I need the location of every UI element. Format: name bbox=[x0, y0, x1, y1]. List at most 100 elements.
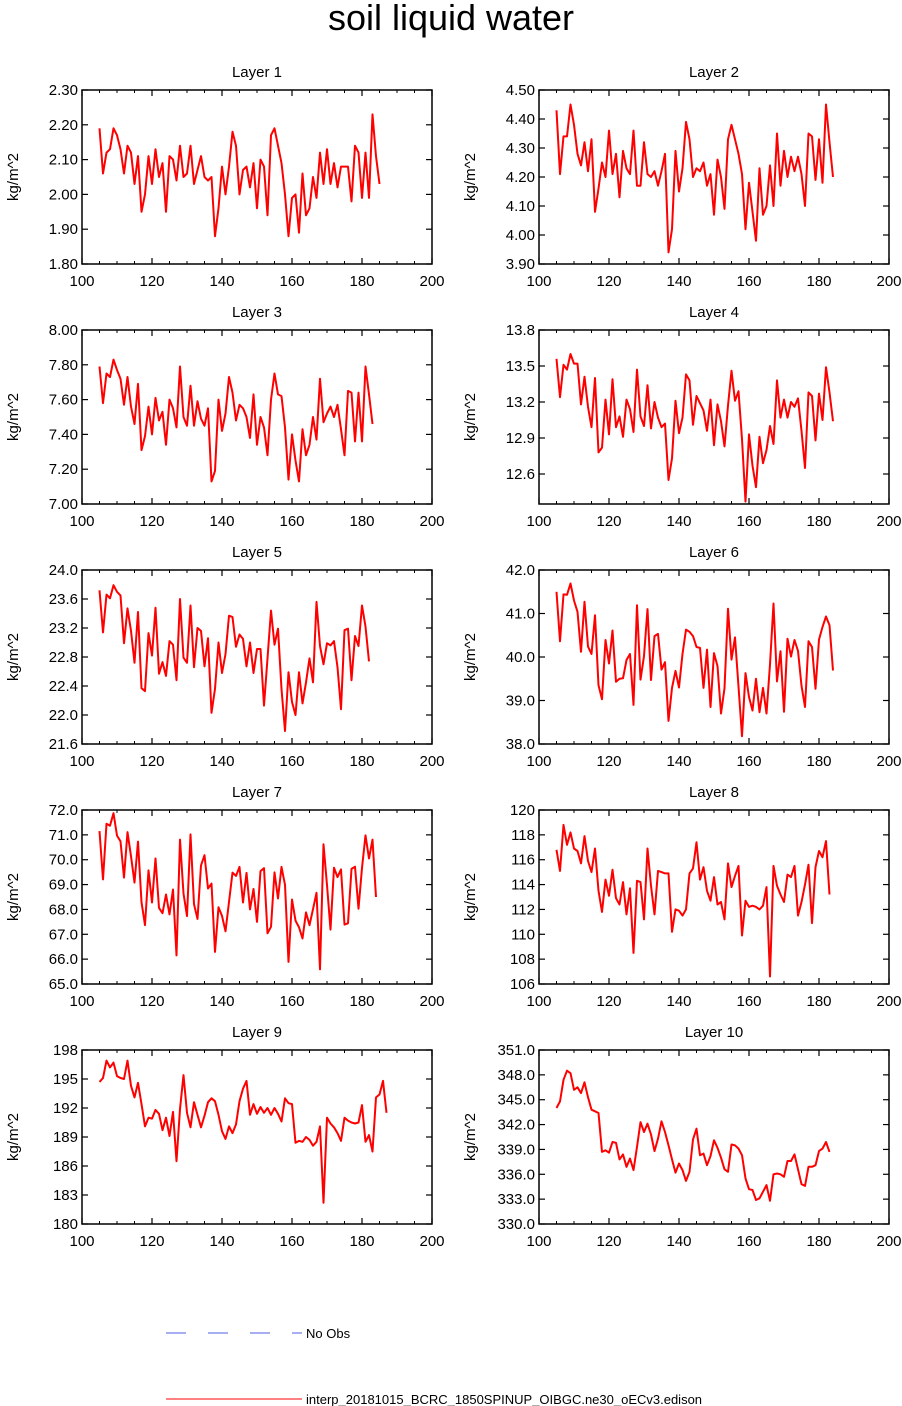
legend-label-model: interp_20181015_BCRC_1850SPINUP_OIBGC.ne… bbox=[306, 1392, 702, 1406]
x-tick-label: 200 bbox=[419, 513, 444, 530]
x-tick-label: 160 bbox=[736, 1233, 761, 1250]
y-axis-label: kg/m^2 bbox=[462, 873, 479, 921]
panel-layer-2: Layer 2 100 120 140 160 180 200 3.90 4.00 4.10 4.2… bbox=[462, 64, 902, 290]
y-tick-label: 40.0 bbox=[506, 649, 535, 666]
y-tick-label: 4.20 bbox=[506, 169, 535, 186]
y-tick-label: 41.0 bbox=[506, 606, 535, 623]
x-tick-label: 180 bbox=[806, 1233, 831, 1250]
y-tick-label: 4.50 bbox=[506, 82, 535, 99]
x-tick-label: 200 bbox=[419, 1233, 444, 1250]
chart-legend: No Obs interp_20181015_BCRC_1850SPINUP_O… bbox=[166, 1326, 702, 1406]
panel-title: Layer 10 bbox=[685, 1024, 743, 1041]
x-tick-label: 100 bbox=[526, 273, 551, 290]
y-tick-label: 21.6 bbox=[49, 736, 78, 753]
y-axis-label: kg/m^2 bbox=[5, 393, 22, 441]
x-tick-label: 160 bbox=[279, 993, 304, 1010]
x-tick-label: 100 bbox=[526, 753, 551, 770]
x-tick-label: 140 bbox=[666, 753, 691, 770]
y-tick-label: 186 bbox=[53, 1158, 78, 1175]
x-tick-label: 200 bbox=[419, 753, 444, 770]
panel-title: Layer 1 bbox=[232, 64, 282, 81]
y-tick-label: 112 bbox=[511, 901, 535, 918]
x-tick-label: 140 bbox=[666, 993, 691, 1010]
y-tick-label: 7.60 bbox=[49, 392, 78, 409]
y-tick-label: 180 bbox=[53, 1216, 78, 1233]
x-tick-label: 120 bbox=[596, 753, 621, 770]
y-tick-label: 68.0 bbox=[49, 901, 78, 918]
x-tick-label: 120 bbox=[596, 273, 621, 290]
x-tick-label: 160 bbox=[736, 273, 761, 290]
y-tick-label: 13.5 bbox=[506, 358, 535, 375]
y-tick-label: 4.30 bbox=[506, 140, 535, 157]
y-tick-label: 38.0 bbox=[506, 736, 535, 753]
y-tick-label: 7.00 bbox=[49, 496, 78, 513]
x-tick-label: 120 bbox=[596, 993, 621, 1010]
y-axis-label: kg/m^2 bbox=[462, 153, 479, 201]
y-tick-label: 348.0 bbox=[497, 1067, 535, 1084]
y-tick-label: 13.8 bbox=[506, 322, 535, 339]
y-tick-label: 345.0 bbox=[497, 1092, 535, 1109]
x-tick-label: 200 bbox=[876, 1233, 901, 1250]
x-tick-label: 200 bbox=[419, 273, 444, 290]
y-tick-label: 72.0 bbox=[49, 802, 78, 819]
y-tick-label: 7.40 bbox=[49, 426, 78, 443]
panel-title: Layer 4 bbox=[689, 304, 739, 321]
y-tick-label: 1.80 bbox=[49, 256, 78, 273]
panel-title: Layer 5 bbox=[232, 544, 282, 561]
x-tick-label: 100 bbox=[69, 753, 94, 770]
x-tick-label: 180 bbox=[349, 753, 374, 770]
x-tick-label: 140 bbox=[209, 513, 234, 530]
y-tick-label: 116 bbox=[511, 852, 535, 869]
y-tick-label: 118 bbox=[511, 827, 535, 844]
y-axis-label: kg/m^2 bbox=[462, 1113, 479, 1161]
x-tick-label: 100 bbox=[69, 993, 94, 1010]
series-line-layer-2 bbox=[555, 103, 834, 254]
panel-title: Layer 8 bbox=[689, 784, 739, 801]
series-line-layer-7 bbox=[98, 812, 377, 971]
panel-layer-6: Layer 6 100 120 140 160 180 200 38.0 39.0 40.0 41.… bbox=[462, 544, 902, 770]
x-tick-label: 140 bbox=[666, 513, 691, 530]
y-tick-label: 114 bbox=[511, 877, 535, 894]
y-tick-label: 342.0 bbox=[497, 1117, 535, 1134]
x-tick-label: 200 bbox=[876, 513, 901, 530]
plot-frame bbox=[538, 89, 890, 265]
y-tick-label: 7.80 bbox=[49, 357, 78, 374]
y-tick-label: 66.0 bbox=[49, 951, 78, 968]
x-tick-label: 180 bbox=[349, 993, 374, 1010]
y-tick-label: 333.0 bbox=[497, 1191, 535, 1208]
x-tick-label: 160 bbox=[279, 513, 304, 530]
x-tick-label: 160 bbox=[279, 753, 304, 770]
y-tick-label: 2.20 bbox=[49, 117, 78, 134]
y-tick-label: 183 bbox=[53, 1187, 78, 1204]
y-tick-label: 22.8 bbox=[49, 649, 78, 666]
panel-layer-10: Layer 10 100 120 140 160 180 200 330.0 333.0 336.… bbox=[462, 1024, 902, 1250]
y-tick-label: 336.0 bbox=[497, 1166, 535, 1183]
x-tick-label: 120 bbox=[596, 1233, 621, 1250]
y-axis-label: kg/m^2 bbox=[5, 153, 22, 201]
x-tick-label: 180 bbox=[349, 513, 374, 530]
series-line-layer-8 bbox=[555, 823, 831, 978]
y-tick-label: 195 bbox=[53, 1071, 78, 1088]
x-tick-label: 180 bbox=[806, 993, 831, 1010]
y-tick-label: 189 bbox=[53, 1129, 78, 1146]
x-tick-label: 100 bbox=[69, 273, 94, 290]
y-tick-label: 42.0 bbox=[506, 562, 535, 579]
series-line-layer-3 bbox=[98, 358, 374, 483]
y-tick-label: 2.00 bbox=[49, 186, 78, 203]
y-tick-label: 71.0 bbox=[49, 827, 78, 844]
x-tick-label: 180 bbox=[806, 753, 831, 770]
figure-title: soil liquid water bbox=[327, 0, 575, 38]
x-tick-label: 120 bbox=[139, 513, 164, 530]
x-tick-label: 160 bbox=[279, 1233, 304, 1250]
y-axis-label: kg/m^2 bbox=[5, 1113, 22, 1161]
panel-layer-8: Layer 8 100 120 140 160 180 200 106 108 110 112 114… bbox=[462, 784, 902, 1010]
y-tick-label: 69.0 bbox=[49, 877, 78, 894]
series-line-layer-1 bbox=[98, 113, 381, 238]
panel-layer-7: Layer 7 100 120 140 160 180 200 65.0 66.0 67.0 68.… bbox=[5, 784, 445, 1010]
series-line-layer-6 bbox=[555, 582, 834, 738]
y-tick-label: 67.0 bbox=[49, 926, 78, 943]
chart-panels: Layer 1 100 120 140 160 180 200 1.80 1.90 2.00 2.1… bbox=[5, 64, 902, 1250]
y-axis-label: kg/m^2 bbox=[5, 633, 22, 681]
y-tick-label: 330.0 bbox=[497, 1216, 535, 1233]
